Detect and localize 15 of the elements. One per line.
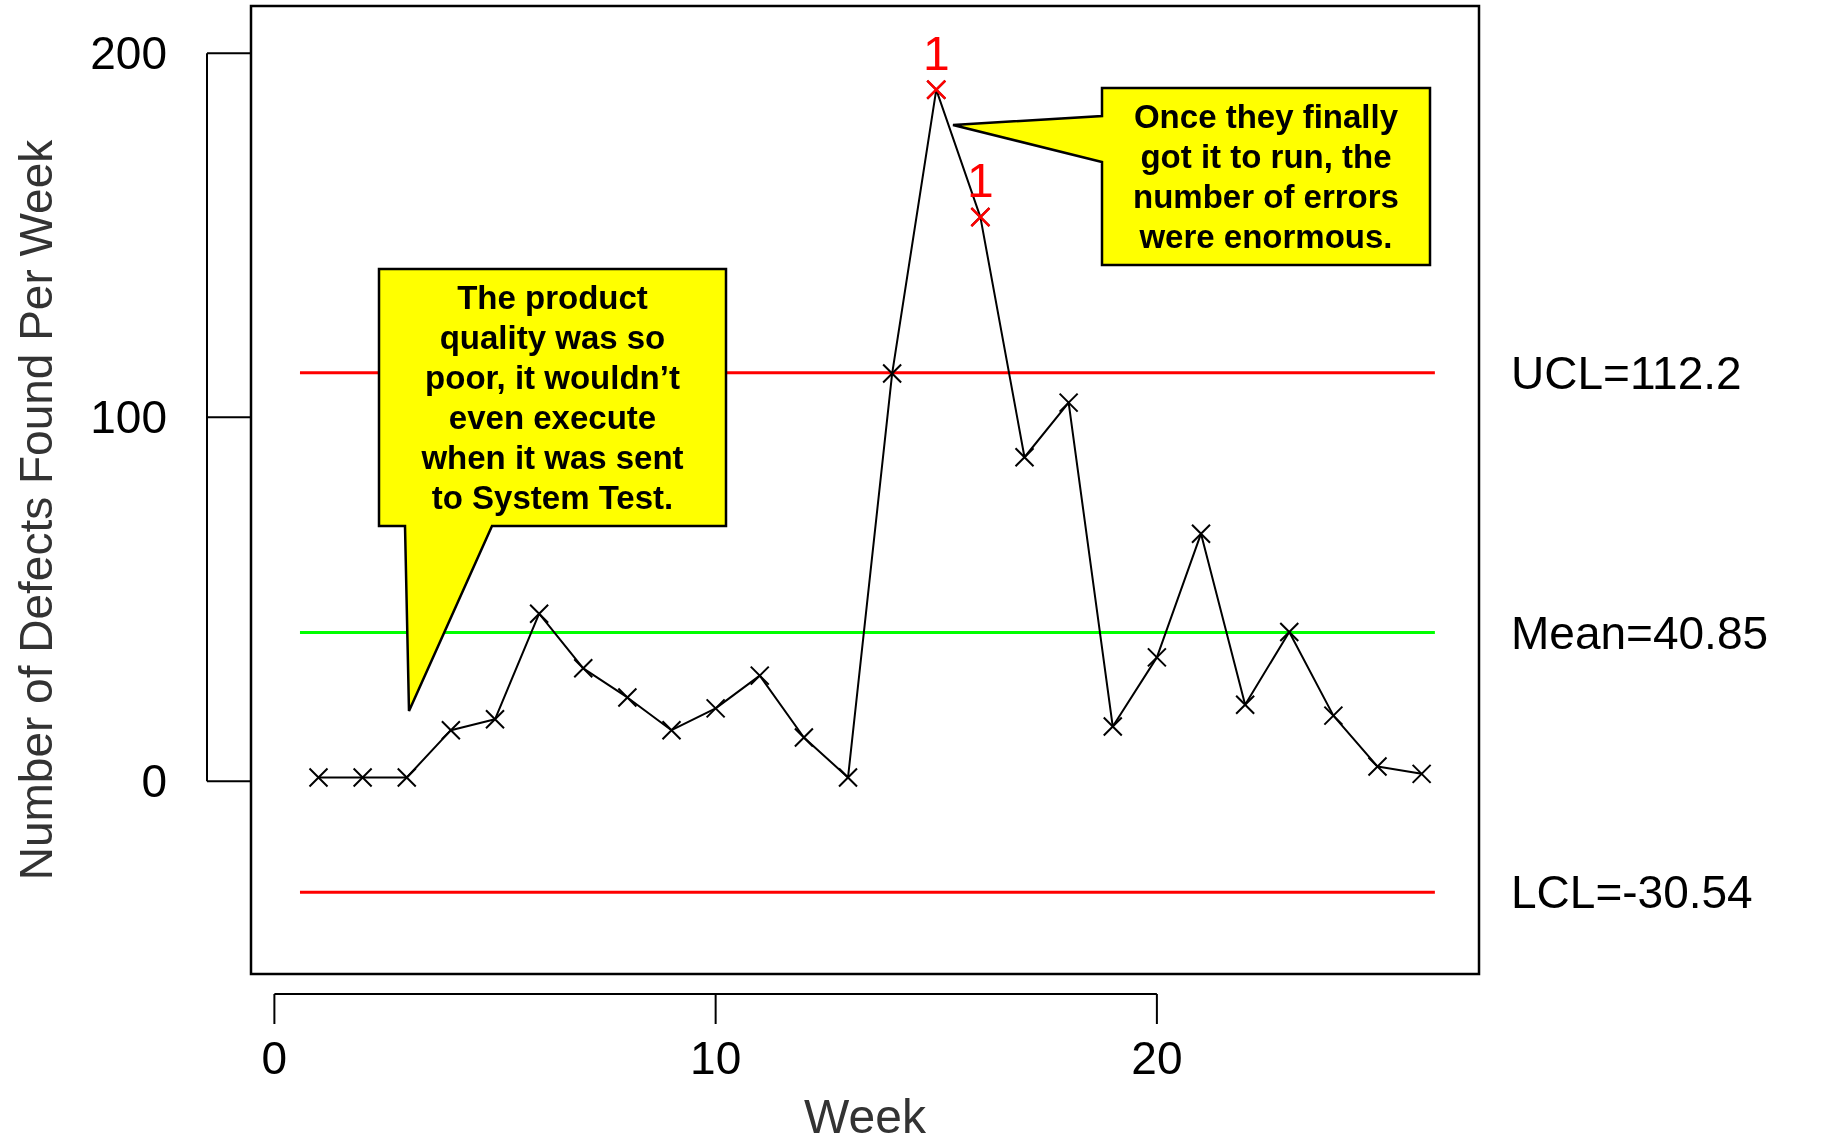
annotation: 1 — [922, 26, 950, 80]
x-tick-label: 20 — [1131, 1032, 1183, 1084]
x-tick-label: 0 — [261, 1032, 288, 1084]
ref-line-label: UCL=112.2 — [1511, 346, 1742, 399]
x-tick-label: 10 — [690, 1032, 742, 1084]
annotation: The product quality was so poor, it wouldn’t even execute when it was sent to System Test. — [420, 279, 684, 517]
y-axis-title: Number of Defects Found Per Week — [10, 138, 62, 881]
annotation: Once they finally got it to run, the number of errors were enormous. — [1133, 98, 1399, 256]
y-tick-label: 200 — [90, 27, 167, 80]
ref-line-label: LCL=-30.54 — [1511, 866, 1753, 919]
y-tick-label: 0 — [141, 755, 167, 808]
x-axis-title: Week — [804, 1090, 927, 1140]
annotation: 1 — [967, 154, 994, 208]
ref-line-label: Mean=40.85 — [1511, 606, 1769, 659]
y-tick-label: 100 — [90, 391, 167, 444]
